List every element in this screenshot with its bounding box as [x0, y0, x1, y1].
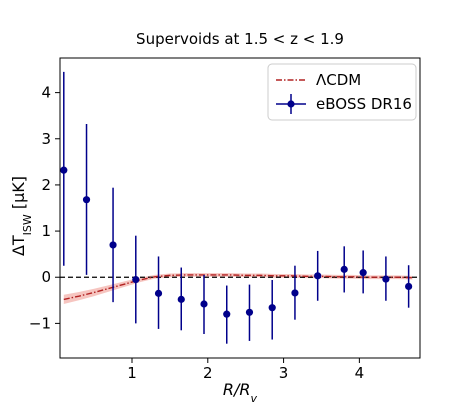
legend-eboss-marker	[287, 100, 295, 108]
data-point	[291, 289, 299, 297]
data-point	[177, 295, 185, 303]
data-point	[314, 272, 322, 280]
data-point	[359, 269, 367, 277]
data-point	[245, 308, 254, 316]
data-point	[200, 300, 208, 308]
data-point	[132, 275, 140, 284]
lcdm-line	[63, 274, 413, 301]
data-point	[109, 241, 117, 249]
y-tick-label: 3	[41, 130, 51, 148]
y-tick-label: 0	[41, 268, 51, 286]
data-point	[268, 304, 276, 312]
x-tick-label: 4	[355, 364, 365, 382]
data-point	[382, 275, 390, 283]
y-axis-title: ΔTISW [μK]	[9, 176, 34, 256]
x-axis-title: R/Rv	[223, 380, 258, 405]
y-tick-label: −1	[29, 314, 51, 332]
data-point	[82, 196, 91, 204]
x-tick-label: 3	[279, 364, 289, 382]
data-point	[340, 265, 348, 273]
y-tick-label: 1	[41, 222, 51, 240]
data-point	[405, 282, 413, 291]
lcdm-band	[63, 273, 413, 304]
data-point	[60, 166, 68, 174]
data-point	[223, 310, 231, 318]
x-tick-label: 1	[127, 364, 137, 382]
legend-eboss-label: eBOSS DR16	[316, 95, 412, 113]
chart-title: Supervoids at 1.5 < z < 1.9	[136, 30, 344, 48]
y-tick-label: 2	[41, 176, 51, 194]
x-tick-label: 2	[203, 364, 213, 382]
y-tick-label: 4	[41, 84, 51, 102]
plot-frame	[59, 57, 421, 359]
legend-lcdm-label: ΛCDM	[316, 71, 361, 89]
data-point	[154, 289, 163, 297]
legend-box	[267, 63, 417, 121]
